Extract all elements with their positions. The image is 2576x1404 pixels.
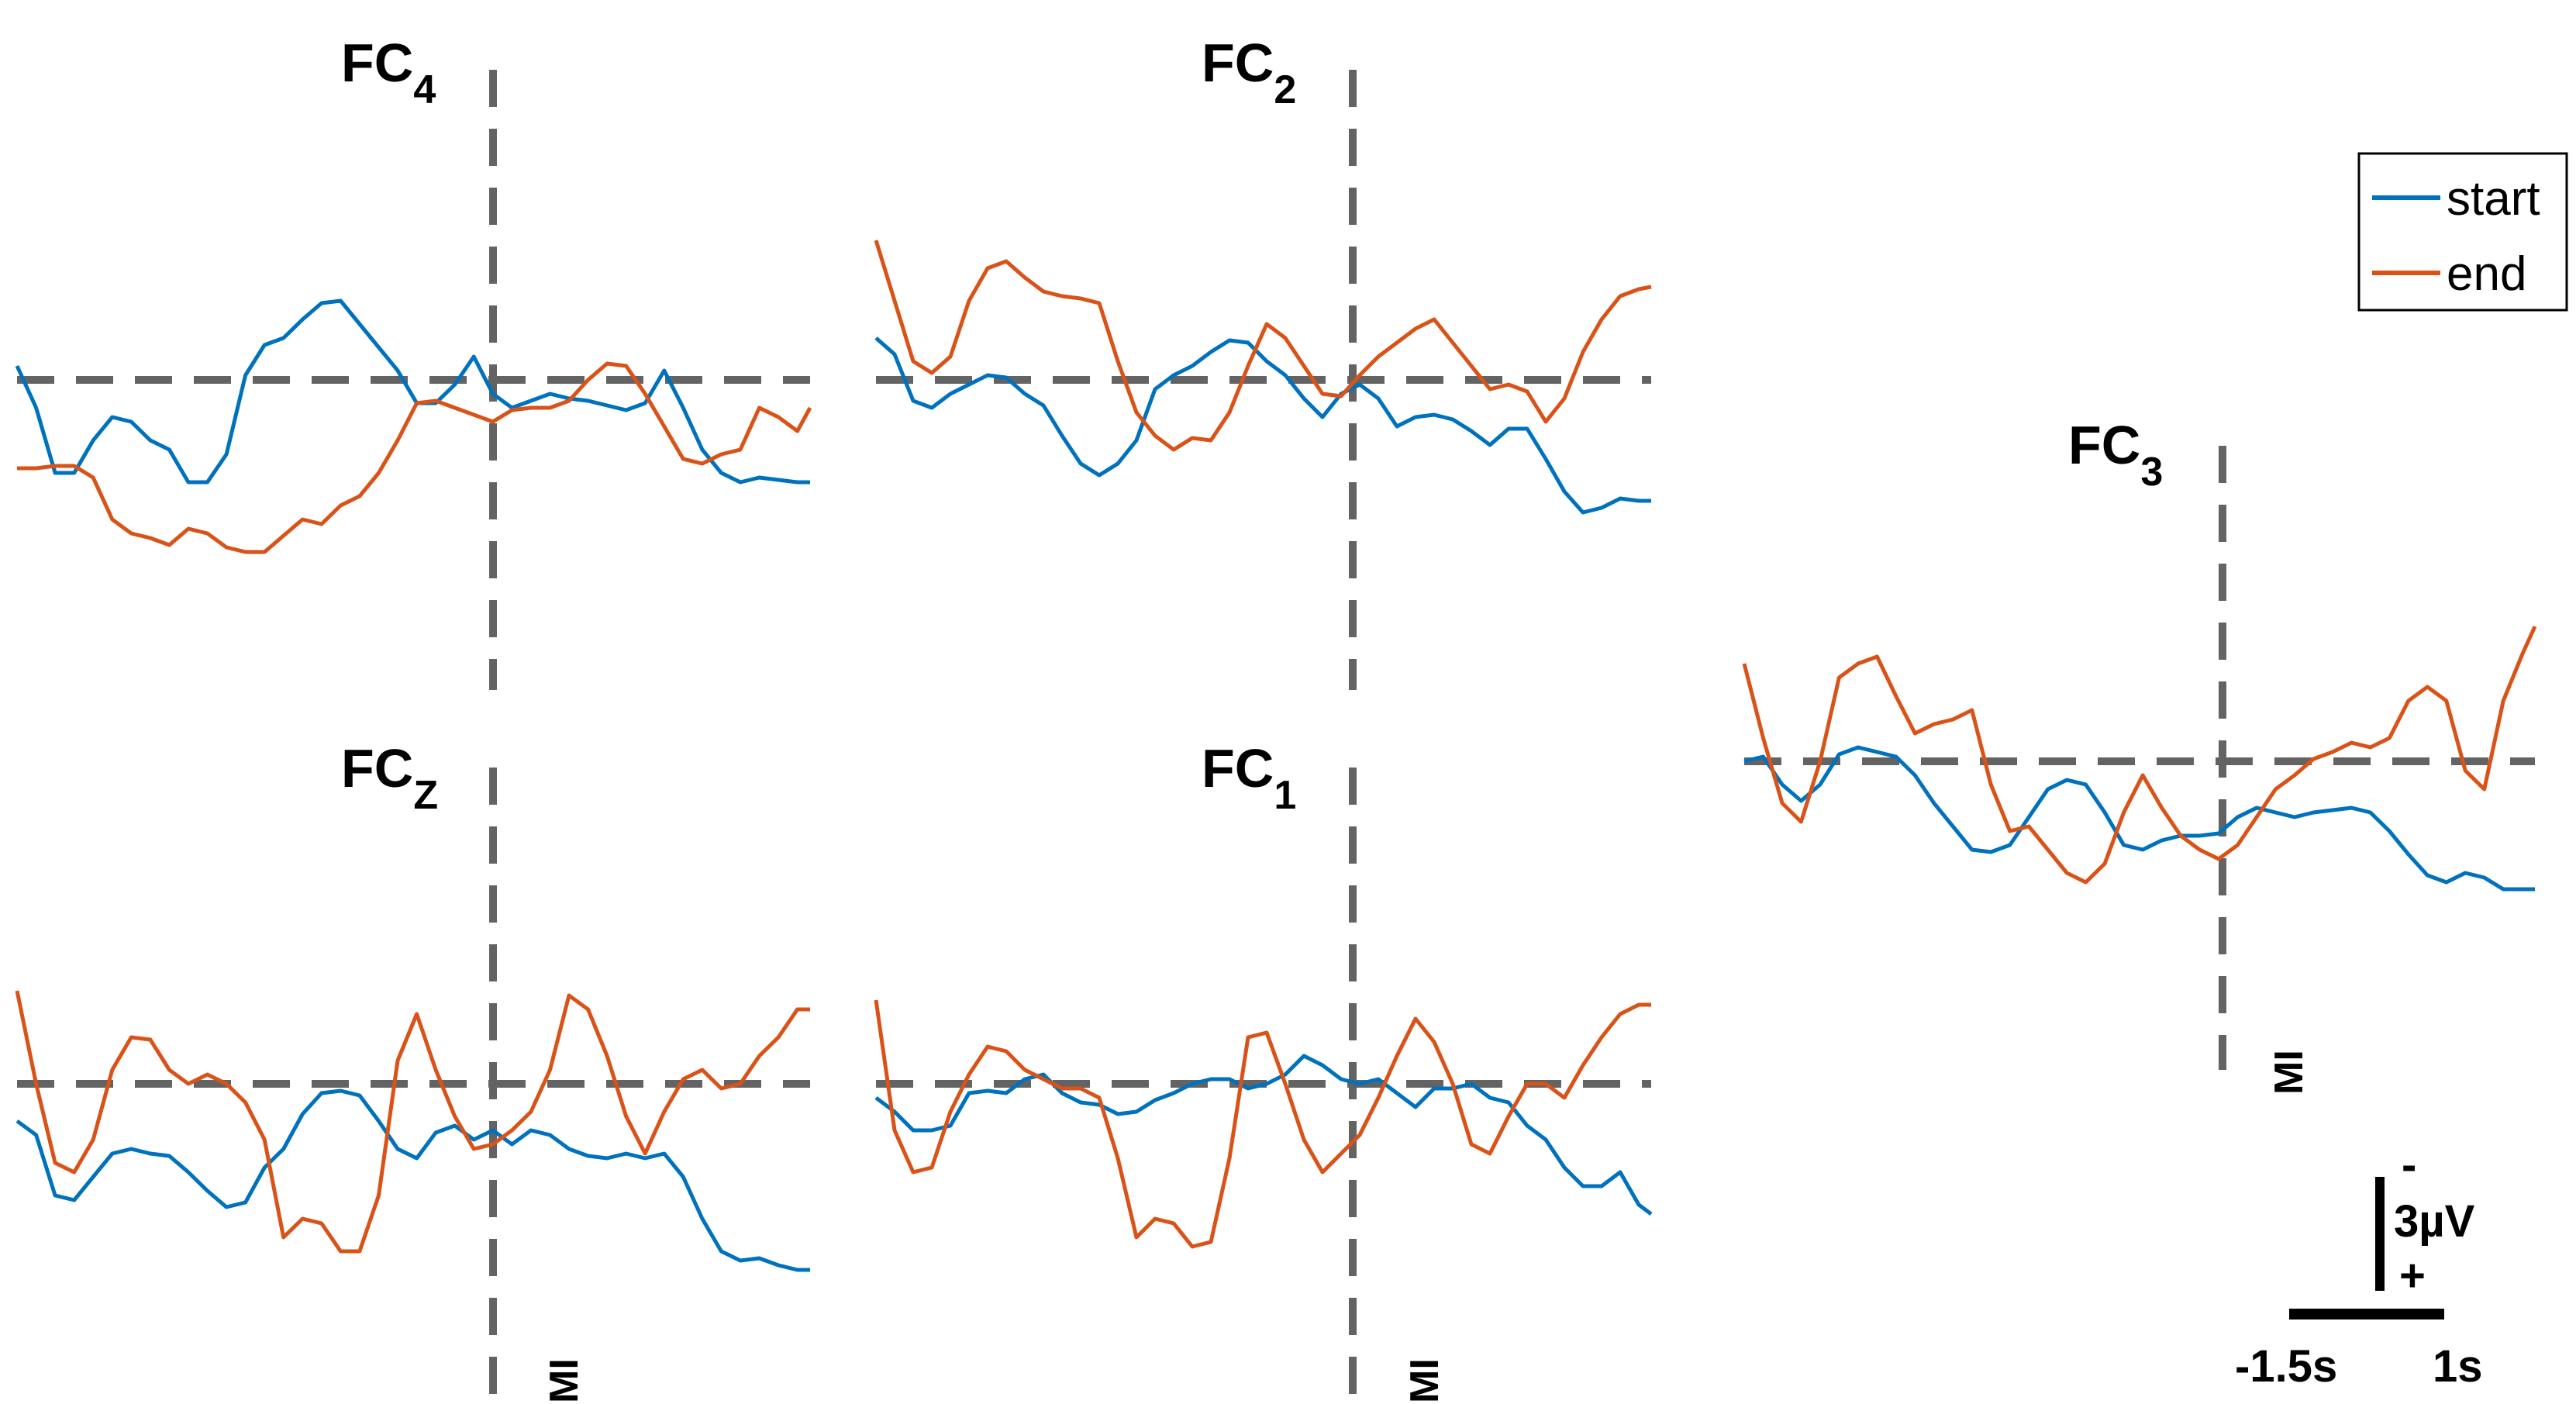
mi-label: MI: [542, 1358, 587, 1403]
series-start-line: [874, 336, 1651, 515]
channel-label: FC3: [2068, 415, 2163, 495]
scale-time-start-label: -1.5s: [2235, 1341, 2337, 1392]
panel-fc2: FC2: [874, 33, 1652, 690]
scale-bar: - 3µV + -1.5s 1s: [2235, 1140, 2483, 1392]
channel-label: FC1: [1202, 738, 1296, 818]
series-start-line: [15, 298, 810, 485]
panel-fc4: FC4: [15, 33, 812, 690]
channel-label: FC4: [341, 33, 436, 112]
scale-neg-sign: -: [2402, 1140, 2416, 1190]
panel-fcz: FCZ MI: [15, 738, 810, 1403]
legend: start end: [2357, 152, 2568, 312]
series-end-line: [1742, 625, 2537, 885]
mi-label: MI: [2267, 1050, 2312, 1095]
series-start-line: [1743, 745, 2535, 892]
mi-label: MI: [1402, 1358, 1447, 1403]
series-end-line: [17, 361, 812, 554]
channel-label: FCZ: [341, 738, 438, 818]
legend-box: [2357, 152, 2568, 312]
series-start-line: [874, 1054, 1653, 1216]
legend-label-end: end: [2447, 247, 2526, 301]
scale-amplitude-label: 3µV: [2394, 1196, 2475, 1247]
scale-time-end-label: 1s: [2433, 1341, 2483, 1392]
scale-pos-sign: +: [2399, 1250, 2426, 1301]
panel-fc1: FC1 MI: [874, 738, 1653, 1403]
series-end-line: [874, 240, 1652, 452]
channel-label: FC2: [1202, 33, 1296, 112]
legend-label-start: start: [2447, 172, 2540, 226]
panel-fc3: FC3 MI: [1742, 415, 2537, 1095]
series-start-line: [16, 1088, 810, 1272]
series-end-line: [874, 999, 1651, 1249]
series-end-line: [15, 990, 810, 1254]
